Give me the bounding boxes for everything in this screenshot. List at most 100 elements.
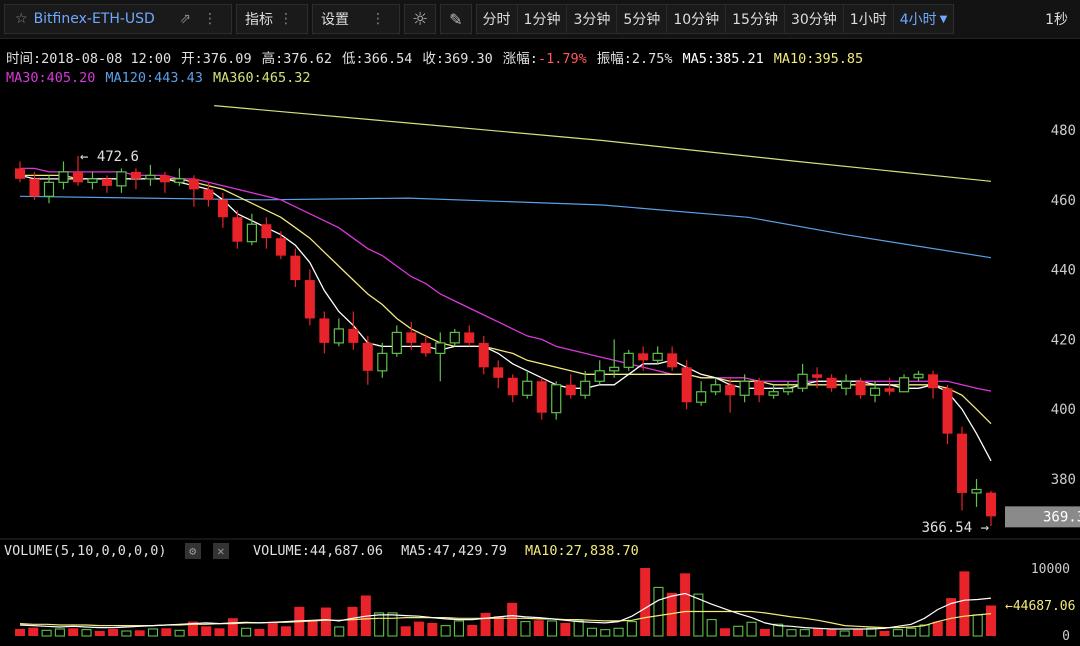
ohlc-info: 时间:2018-08-08 12:00 开:376.09 高:376.62 低:366… xyxy=(6,47,873,67)
volume-bar xyxy=(427,622,438,636)
candle-body xyxy=(522,380,533,396)
volume-bar xyxy=(54,628,65,637)
price-tick-label: 460 xyxy=(1051,193,1076,209)
candle-body xyxy=(145,174,156,180)
candle-body xyxy=(638,353,649,361)
candle-body xyxy=(710,384,721,393)
candle-body xyxy=(217,199,228,218)
candle-body xyxy=(290,255,301,281)
candle-body xyxy=(507,377,518,396)
volume-bar xyxy=(241,627,252,637)
more-vertical-icon: ⋮ xyxy=(279,11,293,27)
theme-toggle-button[interactable]: ☼ xyxy=(404,4,437,34)
high-marker: ← 472.6 xyxy=(80,149,139,165)
volume-bar xyxy=(946,598,957,636)
ma360-line xyxy=(214,105,992,182)
info-ma10: MA10:395.85 xyxy=(773,51,864,67)
indicators-button[interactable]: 指标 ⋮ xyxy=(236,4,308,34)
volume-bar xyxy=(15,628,25,636)
price-axis-labels: 380 400 420 440 460 480 xyxy=(1051,123,1076,488)
interval-tab[interactable]: 10分钟 xyxy=(667,4,727,34)
gear-icon[interactable]: ⚙ xyxy=(184,543,201,559)
candle-body xyxy=(652,352,663,361)
symbol-selector[interactable]: ☆ Bitfinex-ETH-USD ⇗ ⋮ xyxy=(4,4,232,34)
info-high: 高:376.62 xyxy=(261,51,332,67)
volume-bar xyxy=(613,627,624,637)
candle-body xyxy=(754,381,765,396)
interval-tab[interactable]: 15分钟 xyxy=(726,4,785,34)
interval-tab[interactable]: 分时 xyxy=(477,4,518,34)
volume-bar xyxy=(174,629,185,637)
volume-bar xyxy=(347,606,358,636)
volume-bar xyxy=(813,628,824,636)
price-tick-label: 380 xyxy=(1051,472,1076,488)
interval-tab[interactable]: 5分钟 xyxy=(617,4,668,34)
volume-bar xyxy=(520,621,531,637)
candle-body xyxy=(942,388,953,434)
interval-tab[interactable]: 1分钟 xyxy=(518,4,568,34)
volume-bar xyxy=(387,612,398,637)
volume-bar xyxy=(480,612,491,636)
volume-tick-label: 10000 xyxy=(1031,562,1070,577)
one-second-button[interactable]: 1秒 xyxy=(1045,12,1068,28)
volume-bar xyxy=(706,619,717,637)
draw-tool-button[interactable]: ✎ xyxy=(440,4,472,34)
volume-bar xyxy=(254,628,265,636)
more-vertical-icon: ⋮ xyxy=(371,11,385,27)
candle-body xyxy=(667,353,678,368)
settings-button[interactable]: 设置 ⋮ xyxy=(312,4,400,34)
volume-bar xyxy=(680,573,691,636)
low-marker: 366.54 → xyxy=(922,520,989,536)
info-change-value: -1.79% xyxy=(537,51,587,67)
candle-body xyxy=(391,331,402,354)
close-icon[interactable]: ✕ xyxy=(212,543,229,559)
interval-tab[interactable]: 30分钟 xyxy=(785,4,844,34)
last-price-label: 369.3 xyxy=(1043,509,1080,525)
candle-body xyxy=(246,223,257,243)
candle-body xyxy=(869,387,881,396)
volume-indicator-label: VOLUME(5,10,0,0,0,0) xyxy=(4,543,167,559)
star-icon[interactable]: ☆ xyxy=(15,11,28,27)
price-tick-label: 420 xyxy=(1051,332,1076,348)
candle-body xyxy=(87,178,98,183)
candle-body xyxy=(681,367,692,403)
volume-bar xyxy=(161,628,172,636)
candle-body xyxy=(15,168,25,179)
more-vertical-icon[interactable]: ⋮ xyxy=(203,11,217,27)
interval-tab[interactable]: 1小时 xyxy=(844,4,894,34)
interval-selector: 分时 1分钟 3分钟 5分钟 10分钟 15分钟 30分钟 1小时 4小时 ▼ xyxy=(475,4,955,34)
volume-bar xyxy=(586,627,598,637)
candle-body xyxy=(928,374,939,389)
candle-body xyxy=(884,388,895,392)
volume-bar xyxy=(68,628,79,636)
volume-bar xyxy=(201,626,212,636)
candle-body xyxy=(739,380,750,396)
volume-bar xyxy=(533,620,544,636)
info-open: 开:376.09 xyxy=(181,51,252,67)
interval-tab[interactable]: 3分钟 xyxy=(567,4,618,34)
candle-body xyxy=(232,217,243,242)
candle-body xyxy=(551,384,562,414)
external-link-icon[interactable]: ⇗ xyxy=(179,11,191,27)
volume-bar xyxy=(214,628,225,636)
volume-ma5-line xyxy=(19,592,992,630)
volume-bar xyxy=(334,626,345,637)
volume-bar xyxy=(906,627,917,637)
volume-bar xyxy=(320,607,331,636)
interval-tab-active[interactable]: 4小时 ▼ xyxy=(894,4,954,34)
info-ma30: MA30:405.20 xyxy=(6,70,96,86)
volume-bar xyxy=(467,624,478,636)
candle-body xyxy=(812,374,823,378)
candle-body xyxy=(986,492,996,517)
toolbar: ☆ Bitfinex-ETH-USD ⇗ ⋮ 指标 ⋮ 设置 ⋮ ☼ ✎ 分时 … xyxy=(0,0,1080,39)
candle-body xyxy=(609,366,620,372)
candle-body xyxy=(420,342,431,354)
info-change-label: 涨幅: xyxy=(502,51,538,67)
volume-bar xyxy=(28,627,39,636)
volume-bar xyxy=(959,571,970,636)
candle-body xyxy=(913,373,924,379)
candle-body xyxy=(174,178,185,183)
volume-bar xyxy=(852,628,863,636)
volume-bar xyxy=(879,630,890,636)
